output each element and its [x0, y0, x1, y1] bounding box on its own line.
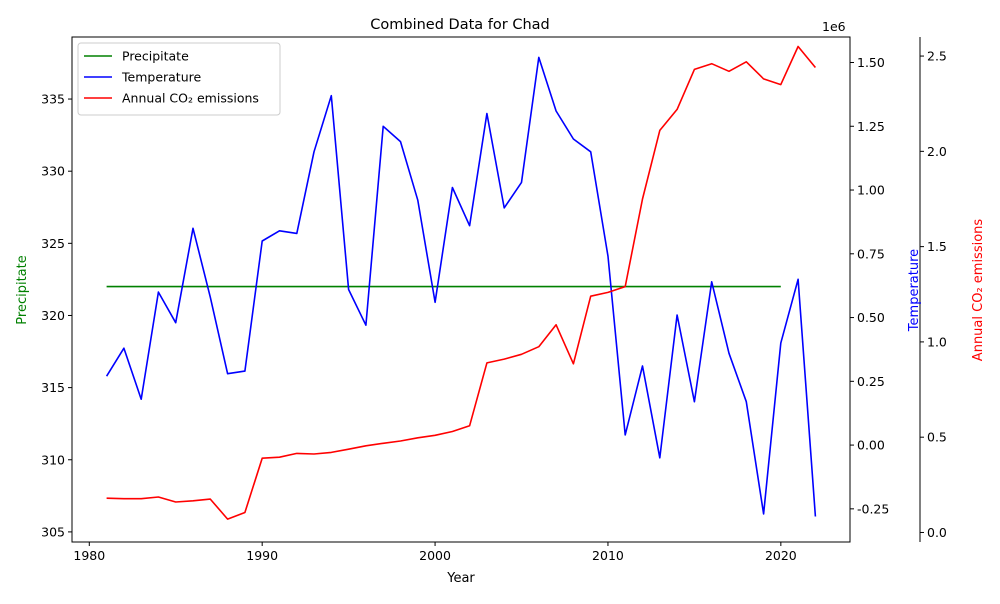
x-tick-label: 1990: [246, 548, 278, 563]
plot-frame: [71, 36, 851, 543]
legend-entry: Temperature: [121, 70, 201, 85]
x-tick-label: 2020: [765, 548, 797, 563]
y-axis-co2: 0.0 0.5 1.0 1.5 2.0 2.5: [919, 37, 947, 542]
legend-box: [77, 42, 281, 116]
temperature-offset-text: 1e6: [822, 19, 846, 34]
x-axis-label: Year: [446, 571, 475, 586]
y-tick-label-co2: 1.5: [927, 239, 947, 254]
y-tick-label-co2: 0.5: [927, 430, 947, 445]
y-tick-label-precipitate: 305: [41, 524, 65, 539]
y-tick-label-co2: 1.0: [927, 334, 947, 349]
y-tick-label-precipitate: 325: [41, 236, 65, 251]
y-tick-label-co2: 0.0: [927, 525, 947, 540]
y-tick-label-temperature: 0.50: [857, 310, 885, 325]
temperature-line: [105, 56, 817, 517]
y-tick-label-temperature: 1.25: [857, 119, 885, 134]
y-tick-label-temperature: 1.00: [857, 183, 885, 198]
y-tick-label-precipitate: 310: [41, 452, 65, 467]
legend-entry: Annual CO₂ emissions: [122, 91, 259, 106]
y-tick-label-temperature: 0.25: [857, 374, 885, 389]
y-tick-label-precipitate: 315: [41, 380, 65, 395]
x-axis: 1980 1990 2000 2010 2020: [73, 542, 797, 563]
y-axis-label-temperature: Temperature: [907, 249, 922, 332]
plot-area: [105, 45, 817, 520]
y-axis-label-precipitate: Precipitate: [15, 255, 30, 324]
y-axis-temperature: -0.25 0.00 0.25 0.50 0.75 1.00 1.25 1.50: [850, 55, 889, 516]
y-tick-label-precipitate: 335: [41, 92, 65, 107]
y-tick-label-co2: 2.5: [927, 49, 947, 64]
x-tick-label: 2010: [592, 548, 624, 563]
x-tick-label: 1980: [73, 548, 105, 563]
chart-title: Combined Data for Chad: [370, 17, 549, 33]
y-tick-label-temperature: 1.50: [857, 55, 885, 70]
y-axis-label-co2: Annual CO₂ emissions: [971, 219, 986, 362]
y-tick-label-precipitate: 330: [41, 164, 65, 179]
y-tick-label-temperature: -0.25: [857, 501, 889, 516]
y-tick-label-co2: 2.0: [927, 144, 947, 159]
y-axis-precipitate: 305 310 315 320 325 330 335: [41, 92, 72, 539]
y-tick-label-precipitate: 320: [41, 308, 65, 323]
legend-entry: Precipitate: [122, 49, 189, 64]
co2-emissions-line: [106, 45, 817, 520]
legend: Precipitate Temperature Annual CO₂ emissio…: [77, 42, 281, 116]
y-tick-label-temperature: 0.75: [857, 246, 885, 261]
y-tick-label-temperature: 0.00: [857, 438, 885, 453]
x-tick-label: 2000: [419, 548, 451, 563]
